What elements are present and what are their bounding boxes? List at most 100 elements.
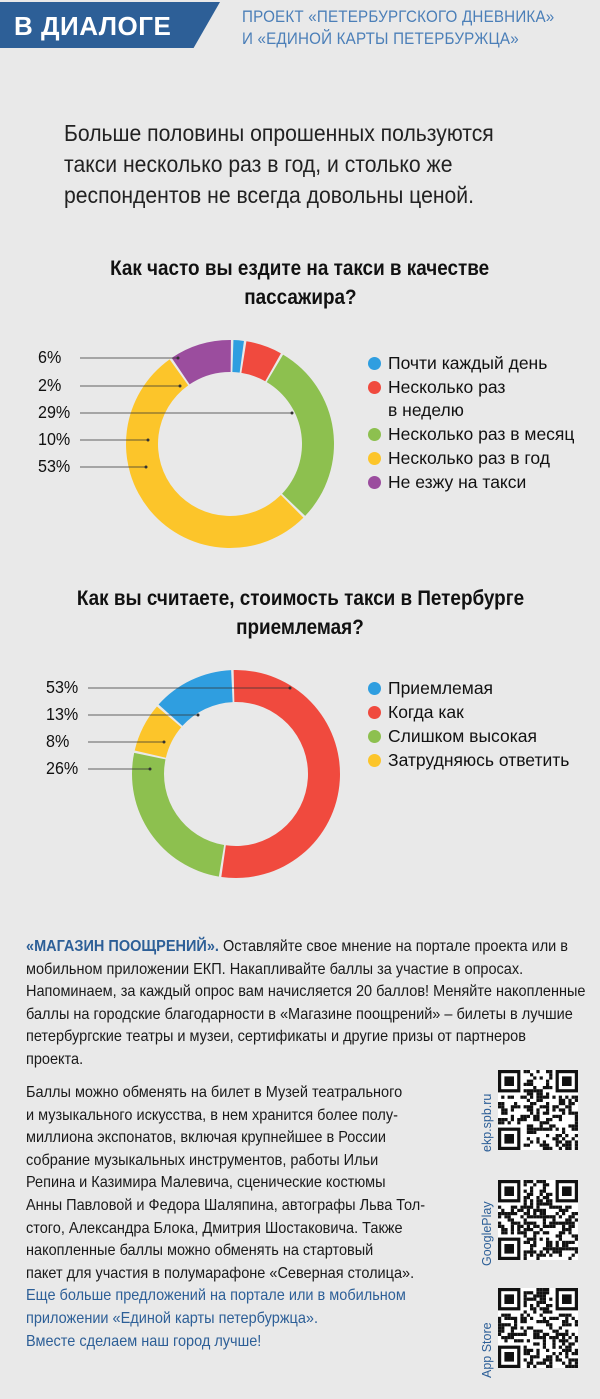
qr-module: [539, 1300, 543, 1304]
qr-module: [539, 1192, 543, 1196]
qr-module: [546, 1307, 550, 1311]
qr-module: [542, 1146, 546, 1150]
qr-module: [517, 1121, 521, 1125]
qr-module: [565, 1143, 569, 1147]
qr-module: [520, 1118, 524, 1122]
qr-module: [498, 1316, 502, 1320]
qr-finder: [562, 1076, 572, 1086]
qr-module: [568, 1146, 572, 1150]
leader-dot: [148, 767, 152, 771]
qr-module: [507, 1336, 511, 1340]
qr-module: [549, 1073, 553, 1077]
qr-module: [539, 1105, 543, 1109]
qr-module: [574, 1364, 578, 1368]
qr-module: [549, 1070, 553, 1074]
intro-line: респондентов не всегда довольны ценой.: [64, 182, 474, 208]
qr-module: [574, 1336, 578, 1340]
qr-module: [542, 1221, 546, 1225]
qr-module: [558, 1253, 562, 1257]
qr-label: App Store: [480, 1322, 494, 1378]
qr-finder: [504, 1352, 514, 1362]
qr-module: [549, 1247, 553, 1251]
qr-module: [514, 1105, 518, 1109]
qr-module: [562, 1336, 566, 1340]
qr-module: [536, 1127, 540, 1131]
qr-code-googleplay[interactable]: [498, 1180, 578, 1260]
qr-module: [533, 1342, 537, 1346]
qr-module: [530, 1202, 534, 1206]
qr-module: [530, 1102, 534, 1106]
legend-label: Несколько раз в год: [388, 448, 550, 468]
legend-item: Приемлемая: [368, 677, 569, 700]
qr-module: [565, 1320, 569, 1324]
qr-module: [533, 1294, 537, 1298]
qr-finder: [562, 1186, 572, 1196]
qr-module: [568, 1313, 572, 1317]
qr-module: [542, 1196, 546, 1200]
footer-link-line: Еще больше предложений на портале или в …: [26, 1287, 406, 1305]
qr-module: [523, 1332, 527, 1336]
qr-module: [536, 1256, 540, 1260]
qr-module: [517, 1221, 521, 1225]
qr-module: [574, 1212, 578, 1216]
qr-module: [549, 1358, 553, 1362]
qr-code-appstore[interactable]: [498, 1288, 578, 1368]
qr-module: [574, 1361, 578, 1365]
qr-module: [546, 1304, 550, 1308]
qr-module: [536, 1291, 540, 1295]
donut-slice: [158, 670, 233, 726]
qr-code-ekp[interactable]: [498, 1070, 578, 1150]
qr-module: [562, 1111, 566, 1115]
donut-slice: [232, 340, 244, 373]
qr-module: [542, 1218, 546, 1222]
qr-module: [574, 1127, 578, 1131]
qr-module: [555, 1205, 559, 1209]
qr-module: [539, 1189, 543, 1193]
qr-module: [571, 1102, 575, 1106]
qr-module: [536, 1089, 540, 1093]
footer-line: Баллы можно обменять на билет в Музей те…: [26, 1084, 403, 1101]
qr-module: [514, 1320, 518, 1324]
qr-module: [536, 1352, 540, 1356]
qr-module: [562, 1224, 566, 1228]
leader-dot: [178, 384, 182, 388]
qr-module: [517, 1118, 521, 1122]
qr-module: [526, 1105, 530, 1109]
qr-module: [565, 1140, 569, 1144]
qr-module: [517, 1105, 521, 1109]
qr-module: [530, 1199, 534, 1203]
qr-module: [517, 1224, 521, 1228]
qr-module: [558, 1215, 562, 1219]
qr-module: [504, 1231, 508, 1235]
qr-module: [530, 1192, 534, 1196]
qr-module: [571, 1240, 575, 1244]
qr-module: [542, 1127, 546, 1131]
qr-module: [539, 1124, 543, 1128]
qr-module: [533, 1329, 537, 1333]
qr-module: [558, 1118, 562, 1122]
qr-module: [501, 1313, 505, 1317]
qr-finder: [504, 1244, 514, 1254]
footer-line: стого, Александра Блока, Дмитрия Шостако…: [26, 1219, 403, 1237]
chart2-donut: [88, 670, 341, 878]
qr-module: [558, 1095, 562, 1099]
legend-swatch: [368, 706, 381, 719]
qr-module: [558, 1108, 562, 1112]
qr-module: [574, 1234, 578, 1238]
qr-module: [526, 1212, 530, 1216]
qr-module: [558, 1313, 562, 1317]
qr-module: [536, 1095, 540, 1099]
qr-module: [520, 1313, 524, 1317]
qr-module: [555, 1137, 559, 1141]
qr-module: [562, 1127, 566, 1131]
qr-module: [523, 1118, 527, 1122]
qr-module: [542, 1332, 546, 1336]
qr-module: [546, 1323, 550, 1327]
qr-module: [539, 1237, 543, 1241]
leader-dot: [162, 740, 166, 744]
qr-module: [574, 1098, 578, 1102]
qr-module: [542, 1294, 546, 1298]
qr-module: [539, 1294, 543, 1298]
qr-module: [533, 1231, 537, 1235]
qr-module: [542, 1253, 546, 1257]
